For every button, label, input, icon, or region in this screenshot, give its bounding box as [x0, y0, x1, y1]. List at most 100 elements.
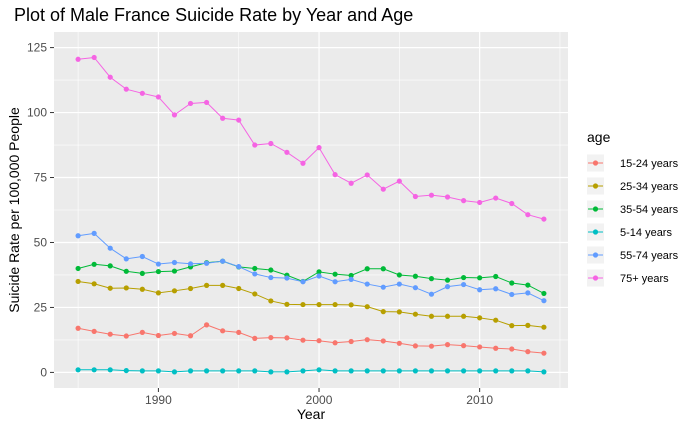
data-point	[107, 331, 113, 337]
series-line	[78, 280, 544, 328]
data-point	[477, 275, 483, 281]
data-point	[444, 277, 451, 283]
data-point	[252, 265, 258, 272]
y-axis-title: Suicide Rate per 100,000 People	[6, 107, 22, 313]
legend-key	[587, 177, 604, 195]
data-point	[300, 301, 306, 308]
data-point	[139, 368, 145, 374]
data-point	[91, 328, 97, 334]
data-point	[268, 274, 274, 281]
data-point	[525, 282, 531, 288]
y-tick-label: 50	[34, 235, 48, 249]
data-point	[460, 274, 467, 281]
data-point	[509, 280, 515, 286]
data-point	[509, 200, 515, 207]
data-point	[541, 324, 547, 330]
data-point	[91, 54, 97, 61]
data-point	[428, 343, 435, 349]
data-point	[348, 180, 354, 186]
x-axis-title: Year	[297, 406, 326, 422]
legend-key-point	[592, 183, 599, 189]
axis-ticks: 1990 2000 2010 0 25 50 75 100 125	[27, 41, 493, 407]
data-point	[348, 368, 354, 374]
legend-key	[587, 200, 604, 218]
data-point	[123, 367, 129, 374]
data-point	[316, 145, 322, 151]
data-point	[75, 278, 81, 285]
data-point	[332, 301, 338, 308]
series-line	[77, 260, 545, 294]
data-point	[525, 212, 531, 218]
data-point	[332, 368, 338, 374]
data-point	[252, 291, 258, 297]
y-tick-label: 25	[34, 300, 48, 314]
legend-label: 25-34 years	[620, 181, 679, 193]
data-point	[444, 194, 451, 200]
data-point	[412, 285, 419, 291]
data-point	[187, 100, 194, 107]
data-point	[220, 282, 226, 288]
data-point	[139, 253, 145, 260]
y-tick-label: 125	[27, 41, 47, 55]
series-line	[77, 324, 544, 354]
data-point	[332, 340, 338, 346]
legend-key-point	[592, 206, 599, 212]
data-point	[300, 368, 306, 374]
data-point	[348, 276, 354, 282]
data-point	[525, 290, 531, 296]
data-point	[316, 301, 322, 308]
data-point	[396, 178, 402, 184]
data-point	[509, 291, 515, 298]
data-point	[541, 290, 547, 297]
data-point	[236, 264, 242, 270]
data-point	[444, 313, 451, 319]
legend-label: 15-24 years	[620, 158, 679, 170]
legend-key-point	[592, 160, 599, 166]
data-point	[187, 333, 194, 339]
grid-minor	[54, 32, 568, 388]
data-point	[364, 281, 370, 287]
data-point	[252, 335, 258, 341]
data-point	[284, 275, 290, 281]
data-point	[300, 337, 306, 343]
data-point	[541, 298, 547, 304]
data-point	[139, 270, 145, 277]
data-point	[493, 345, 499, 351]
data-point	[236, 368, 242, 374]
legend-title: age	[587, 129, 611, 145]
data-point	[220, 328, 226, 334]
data-point	[220, 368, 226, 374]
data-point	[493, 286, 499, 292]
data-point	[460, 281, 467, 288]
legend-key	[587, 246, 604, 264]
data-point	[364, 337, 370, 343]
data-point	[428, 276, 435, 282]
data-point	[428, 192, 435, 198]
data-point	[75, 56, 81, 62]
series-75-years	[75, 54, 547, 222]
data-point	[252, 271, 258, 277]
data-point	[220, 115, 226, 121]
data-point	[364, 368, 370, 374]
data-point	[428, 313, 435, 319]
data-point	[155, 94, 162, 100]
data-point	[380, 186, 386, 192]
data-point	[380, 338, 386, 344]
data-point	[412, 368, 419, 374]
data-point	[316, 269, 322, 275]
legend-key	[587, 269, 604, 287]
data-point	[412, 193, 419, 200]
data-point	[316, 367, 322, 373]
data-point	[428, 291, 435, 297]
data-point	[139, 90, 145, 96]
data-point	[107, 367, 113, 373]
data-point	[187, 368, 194, 374]
data-point	[444, 368, 451, 374]
data-point	[252, 368, 258, 374]
data-point	[380, 309, 386, 315]
data-point	[364, 304, 370, 310]
data-point	[412, 343, 419, 349]
series-15-24-years	[75, 322, 547, 356]
data-point	[284, 369, 290, 375]
